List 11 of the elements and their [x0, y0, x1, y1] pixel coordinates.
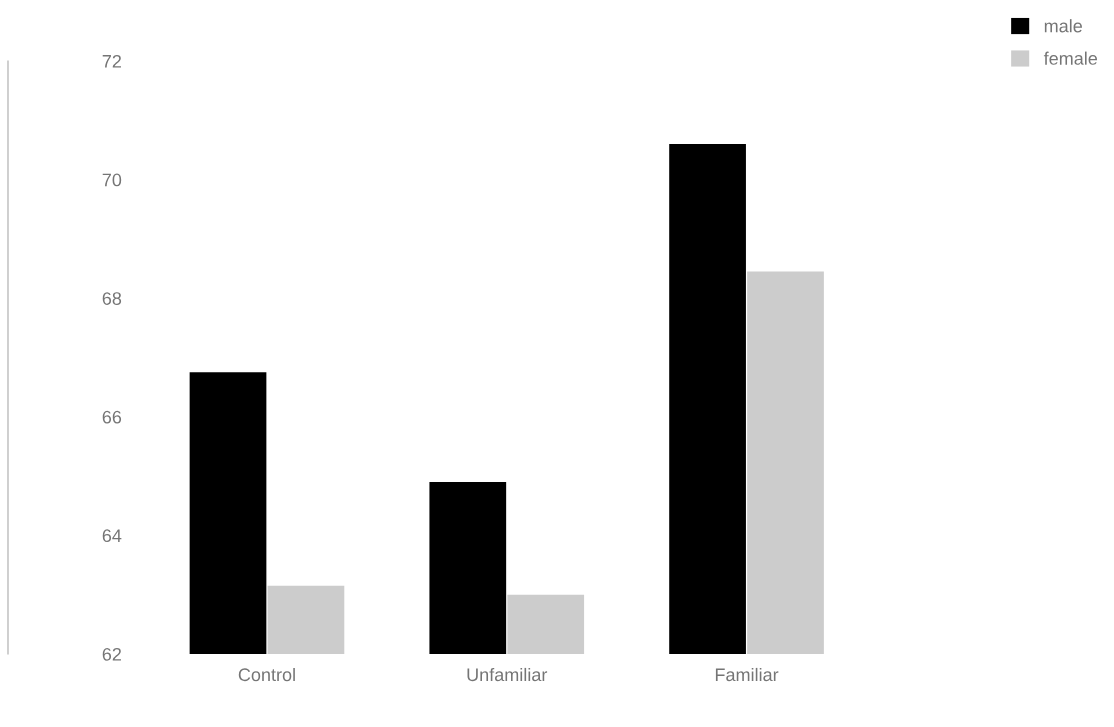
x-tick-label: Control: [238, 667, 295, 682]
y-tick-label: 66: [102, 410, 122, 424]
y-tick-label: 62: [102, 647, 121, 661]
y-tick-label: 64: [102, 529, 122, 543]
y-tick-label: 72: [102, 54, 121, 68]
y-tick-label: 70: [102, 173, 122, 187]
y-tick-label: 68: [102, 292, 122, 305]
legend-label: male: [1044, 19, 1082, 33]
x-tick-label: Familiar: [715, 667, 779, 682]
x-tick-label: Unfamiliar: [467, 667, 548, 682]
legend-label: female: [1043, 51, 1098, 65]
